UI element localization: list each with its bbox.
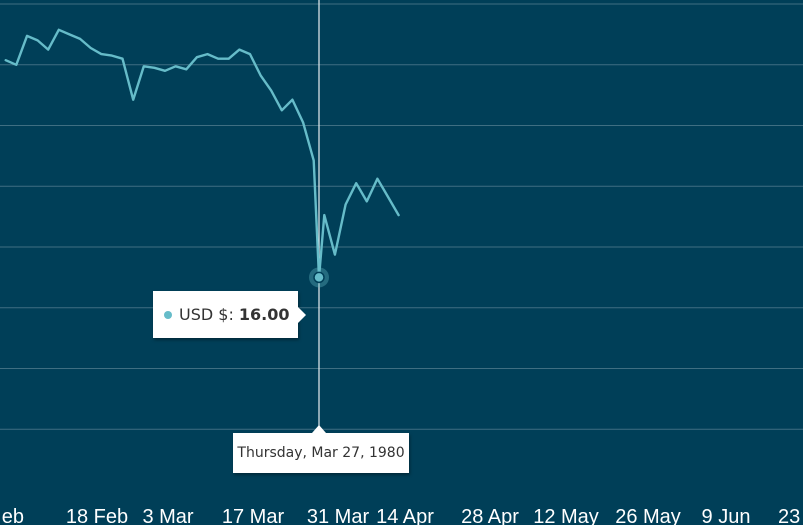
- x-tick-label: 14 Apr: [376, 506, 434, 525]
- x-tick-label-partial-left: eb: [2, 506, 24, 525]
- x-tick-label: 17 Mar: [222, 506, 285, 525]
- x-tick-label: 3 Mar: [142, 506, 193, 525]
- x-tick-label: 12 May: [533, 506, 599, 525]
- series-line-usd: [4, 28, 400, 279]
- tooltip-date: Thursday, Mar 27, 1980: [237, 445, 405, 461]
- series-marker-icon: [164, 310, 172, 319]
- x-tick-label: 28 Apr: [461, 506, 519, 525]
- hover-point[interactable]: [313, 271, 325, 284]
- x-tick-label: 18 Feb: [66, 506, 128, 525]
- x-tick-label: 26 May: [615, 506, 681, 525]
- tooltip-value: 16.00: [238, 305, 290, 324]
- grid-lines: [0, 3, 803, 430]
- x-tick-label: 9 Jun: [702, 506, 751, 525]
- date-tooltip: Thursday, Mar 27, 1980: [233, 425, 409, 473]
- x-axis: eb 18 Feb 3 Mar 17 Mar 31 Mar 14 Apr 28 Apr 12 …: [2, 506, 801, 525]
- value-tooltip: USD $: 16.00: [153, 291, 306, 338]
- x-tick-label: 31 Mar: [307, 506, 370, 525]
- x-tick-label-partial-right: 23: [778, 506, 800, 525]
- tooltip-series-label: USD $:: [179, 305, 234, 324]
